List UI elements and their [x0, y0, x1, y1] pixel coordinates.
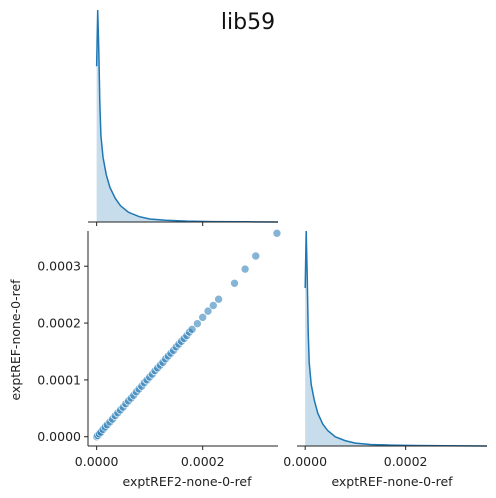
x-tick-label: 0.0000 [75, 454, 119, 469]
figure-title: lib59 [221, 10, 275, 35]
x-tick-label: 0.0000 [283, 454, 327, 469]
diag-kde-panel-x [88, 10, 278, 226]
kde-fill-area [305, 231, 487, 446]
scatter-panel: 0.0000 0.0002 0.0000 0.0001 0.0002 0.0003 [37, 229, 281, 469]
y-tick-label: 0.0002 [37, 316, 81, 331]
scatter-x-axis-label: exptREF2-none-0-ref [122, 474, 252, 489]
scatter-point [273, 229, 281, 237]
scatter-point [241, 265, 249, 273]
kde-fill-area [97, 10, 278, 222]
scatter-point [252, 252, 260, 260]
diag-y-x-axis-label: exptREF-none-0-ref [331, 474, 453, 489]
y-tick-label: 0.0001 [37, 372, 81, 387]
y-tick-label: 0.0000 [37, 429, 81, 444]
x-tick-label: 0.0002 [181, 454, 225, 469]
x-tick-label: 0.0002 [384, 454, 428, 469]
kde-line [305, 231, 487, 446]
y-tick-label: 0.0003 [37, 259, 81, 274]
scatter-y-axis-label: exptREF-none-0-ref [8, 279, 23, 401]
kde-line [97, 10, 278, 222]
scatter-point [231, 279, 239, 287]
diag-kde-panel-y: 0.0000 0.0002 [283, 231, 487, 469]
scatter-point [215, 295, 223, 303]
